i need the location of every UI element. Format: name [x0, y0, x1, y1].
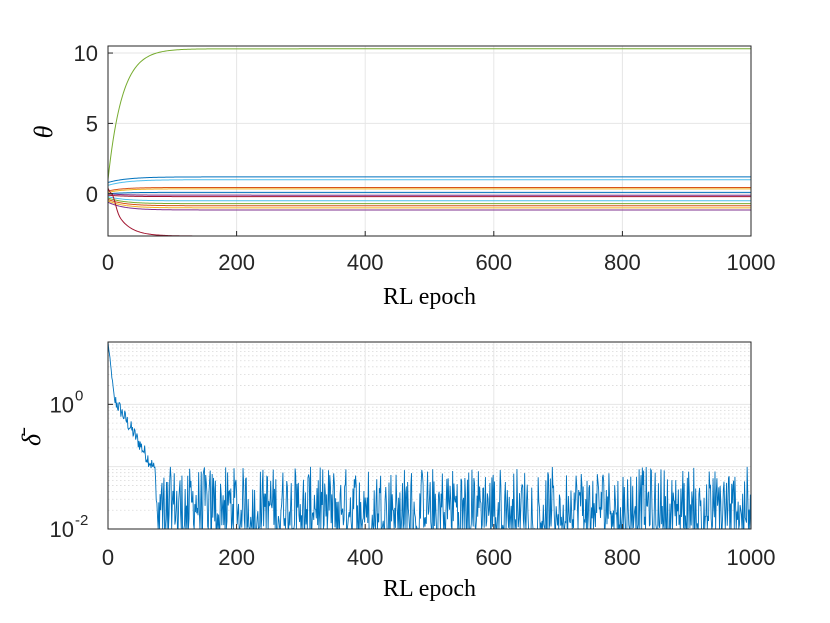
theta-axes-box — [107, 45, 752, 237]
delta-y-tick-exponent: -2 — [75, 512, 88, 529]
theta-series-line — [107, 201, 751, 211]
theta-x-tick-label: 1000 — [727, 250, 776, 275]
delta-series-line — [108, 342, 751, 529]
theta-x-tick-label: 600 — [475, 250, 512, 275]
delta-y-axis-label: δ̄ — [17, 427, 46, 446]
theta-series-line — [107, 197, 751, 205]
theta-y-tick-label: 0 — [86, 182, 98, 207]
delta-axes-box — [107, 341, 752, 530]
theta-axes: 0 200 400 600 800 1000 0 5 10 RL epoch θ — [29, 41, 775, 310]
theta-ticks: 0 200 400 600 800 1000 0 5 10 — [74, 41, 776, 275]
theta-series-group — [107, 48, 751, 237]
theta-y-tick-label: 10 — [74, 41, 98, 66]
theta-x-tick-label: 800 — [604, 250, 641, 275]
delta-x-tick-label: 1000 — [727, 545, 776, 570]
delta-x-tick-label: 400 — [347, 545, 384, 570]
theta-x-tick-label: 200 — [218, 250, 255, 275]
delta-x-axis-label: RL epoch — [383, 576, 476, 602]
delta-series-group — [108, 342, 751, 529]
theta-series-line — [107, 179, 751, 186]
theta-series-line — [107, 188, 751, 193]
delta-y-tick-label: 10 — [50, 392, 74, 417]
theta-series-line — [107, 194, 751, 198]
delta-x-tick-label: 200 — [218, 545, 255, 570]
theta-series-line — [107, 193, 751, 196]
theta-series-line — [107, 191, 751, 195]
theta-y-axis-label: θ — [29, 125, 58, 138]
delta-y-tick-base: 10 — [50, 392, 74, 417]
theta-y-tick-label: 5 — [86, 111, 98, 136]
theta-series-line — [107, 196, 751, 202]
theta-series-line — [107, 176, 751, 184]
theta-series-line — [107, 48, 751, 180]
theta-x-tick-label: 0 — [102, 250, 114, 275]
theta-x-axis-label: RL epoch — [383, 284, 476, 310]
delta-x-tick-label: 600 — [475, 545, 512, 570]
theta-x-tick-label: 400 — [347, 250, 384, 275]
theta-series-line — [107, 198, 751, 207]
delta-y-tick-exponent: 0 — [75, 387, 83, 404]
theta-series-line — [107, 200, 751, 209]
delta-x-tick-label: 0 — [102, 545, 114, 570]
delta-y-tick-label: 10 — [50, 517, 74, 542]
theta-series-line — [107, 186, 751, 192]
delta-y-tick-base: 10 — [50, 517, 74, 542]
delta-x-tick-label: 800 — [604, 545, 641, 570]
